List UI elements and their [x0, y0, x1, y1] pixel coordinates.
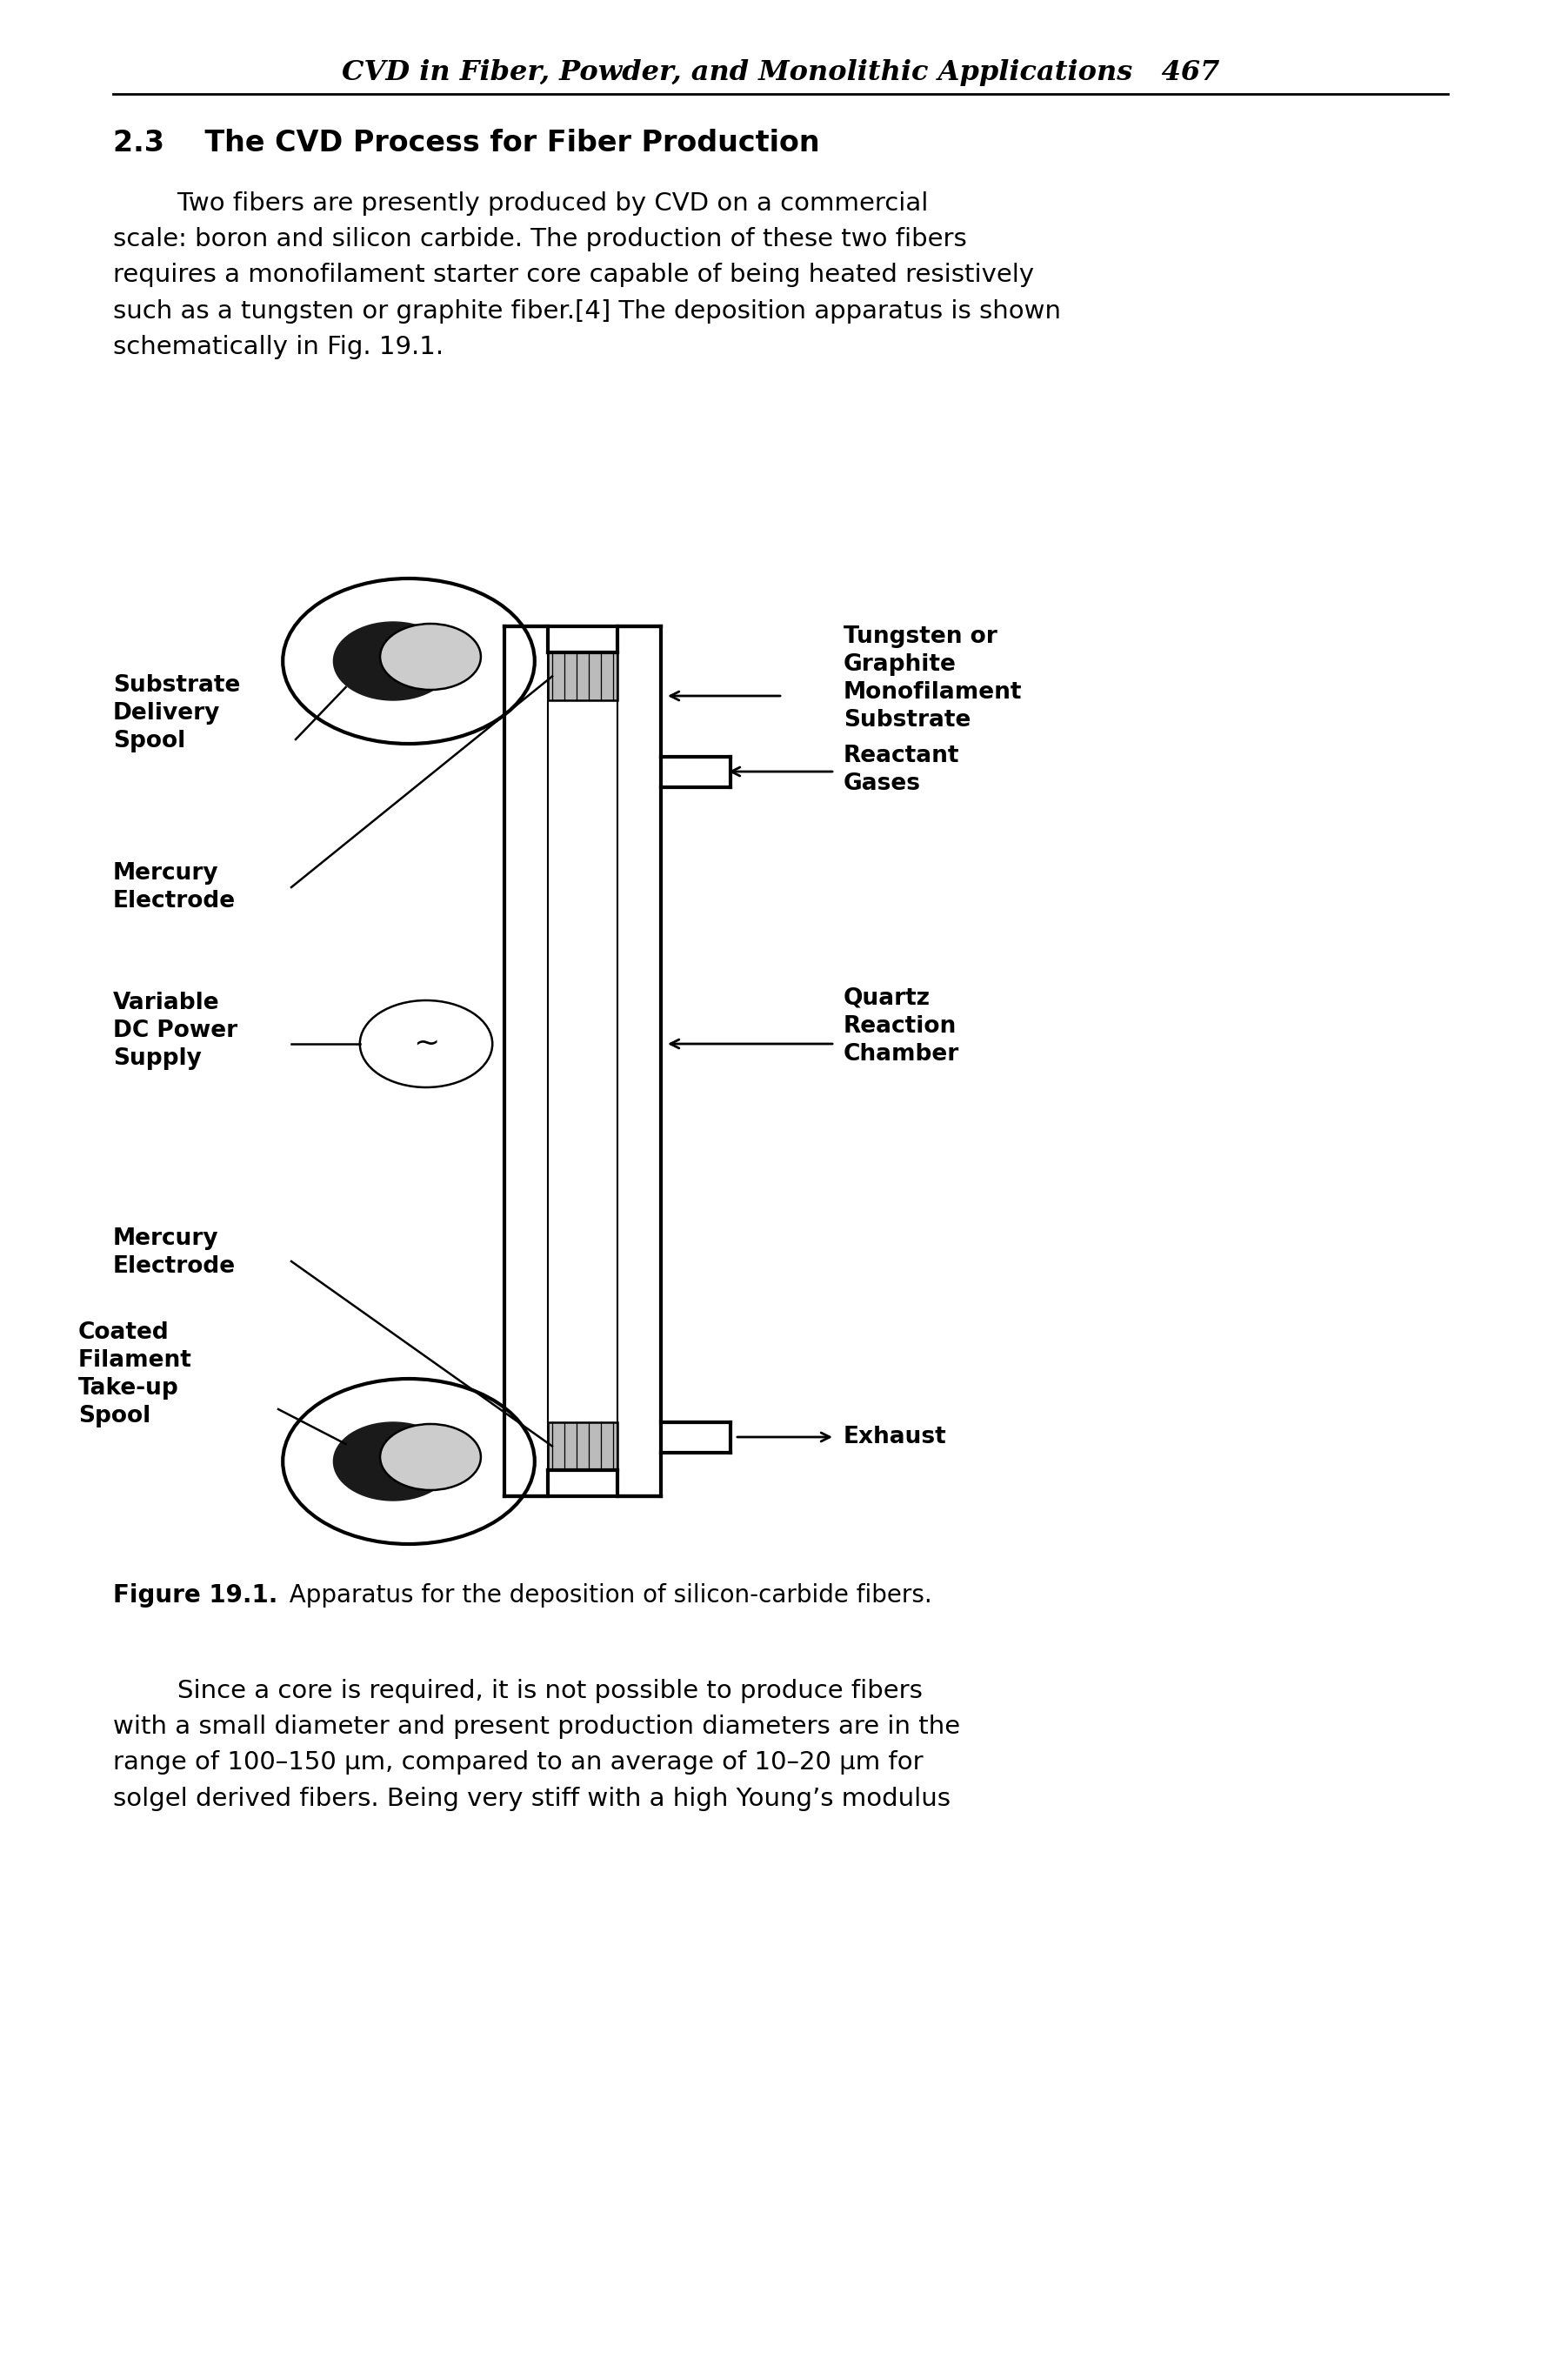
Text: Variable
DC Power
Supply: Variable DC Power Supply [112, 992, 237, 1071]
Text: Exhaust: Exhaust [843, 1426, 948, 1449]
Ellipse shape [379, 624, 481, 690]
Ellipse shape [361, 1000, 492, 1088]
Text: 2.3    The CVD Process for Fiber Production: 2.3 The CVD Process for Fiber Production [112, 129, 820, 157]
Ellipse shape [283, 1378, 535, 1545]
Ellipse shape [283, 578, 535, 743]
Text: Figure 19.1.: Figure 19.1. [112, 1583, 278, 1606]
Text: ~: ~ [414, 1028, 439, 1059]
Ellipse shape [334, 621, 453, 700]
Text: Mercury
Electrode: Mercury Electrode [112, 862, 236, 912]
Bar [548, 1423, 618, 1471]
Text: Substrate
Delivery
Spool: Substrate Delivery Spool [112, 674, 240, 752]
Text: Coated
Filament
Take-up
Spool: Coated Filament Take-up Spool [78, 1321, 192, 1428]
Text: Mercury
Electrode: Mercury Electrode [112, 1228, 236, 1278]
Text: Apparatus for the deposition of silicon-carbide fibers.: Apparatus for the deposition of silicon-… [273, 1583, 932, 1606]
Ellipse shape [334, 1423, 453, 1499]
Text: Two fibers are presently produced by CVD on a commercial
scale: boron and silico: Two fibers are presently produced by CVD… [112, 190, 1061, 359]
Bar [548, 652, 618, 700]
Text: Tungsten or
Graphite
Monofilament
Substrate: Tungsten or Graphite Monofilament Substr… [843, 626, 1022, 731]
Text: CVD in Fiber, Powder, and Monolithic Applications   467: CVD in Fiber, Powder, and Monolithic App… [342, 60, 1219, 86]
Text: Since a core is required, it is not possible to produce fibers
with a small diam: Since a core is required, it is not poss… [112, 1678, 960, 1811]
Text: Reactant
Gases: Reactant Gases [843, 745, 960, 795]
Ellipse shape [379, 1423, 481, 1490]
Text: Quartz
Reaction
Chamber: Quartz Reaction Chamber [843, 988, 960, 1066]
